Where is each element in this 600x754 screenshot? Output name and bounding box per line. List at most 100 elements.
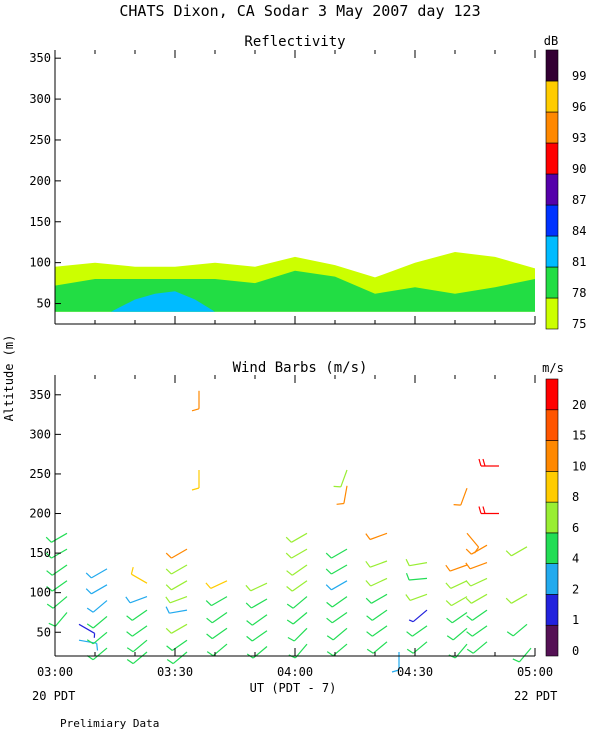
- wind-barb: [467, 642, 487, 654]
- wind-barb: [506, 594, 527, 603]
- wind-barb: [288, 628, 307, 641]
- reflectivity-y-tick-label: 250: [29, 133, 51, 147]
- wind-barb: [326, 581, 347, 590]
- wind-barb: [127, 640, 147, 652]
- wind-barb: [326, 549, 347, 558]
- reflectivity-colorbar-label: 90: [572, 162, 586, 176]
- wind-barb: [366, 578, 387, 586]
- wind-barb: [446, 581, 467, 589]
- wind-barb: [166, 624, 187, 633]
- wind-colorbar-label: 0: [572, 644, 579, 658]
- reflectivity-colorbar-swatch: [546, 298, 558, 329]
- wind-barb: [479, 459, 499, 466]
- wind-barb: [166, 597, 187, 603]
- wind-colorbar-label: 1: [572, 613, 579, 627]
- wind-colorbar-swatch: [546, 502, 558, 533]
- wind-barb: [167, 652, 187, 664]
- wind-barb: [287, 613, 307, 625]
- wind-barb: [467, 610, 487, 620]
- reflectivity-y-tick-label: 100: [29, 256, 51, 270]
- wind-y-tick-label: 250: [29, 467, 51, 481]
- wind-barb: [334, 470, 347, 487]
- wind-barb: [127, 610, 147, 620]
- wind-colorbar-label: 10: [572, 459, 586, 473]
- wind-colorbar-unit: m/s: [542, 361, 564, 375]
- figure-title: CHATS Dixon, CA Sodar 3 May 2007 day 123: [119, 2, 480, 20]
- wind-x-tick-label: 04:00: [277, 665, 313, 679]
- wind-barb: [327, 644, 347, 656]
- wind-barb: [247, 631, 267, 641]
- reflectivity-colorbar-swatch: [546, 81, 558, 112]
- wind-colorbar-swatch: [546, 594, 558, 625]
- reflectivity-colorbar-unit: dB: [544, 34, 558, 48]
- altitude-axis-label: Altitude (m): [2, 335, 16, 422]
- wind-barb: [446, 597, 467, 606]
- wind-barbs-title: Wind Barbs (m/s): [233, 360, 368, 376]
- wind-barb: [167, 640, 187, 650]
- wind-x-tick-label: 03:00: [37, 665, 73, 679]
- wind-barb: [406, 559, 427, 566]
- reflectivity-colorbar-label: 75: [572, 317, 586, 331]
- wind-colorbar-swatch: [546, 410, 558, 441]
- wind-colorbar-label: 8: [572, 490, 579, 504]
- reflectivity-colorbar-label: 84: [572, 224, 586, 238]
- wind-colorbar-swatch: [546, 471, 558, 502]
- wind-barb: [166, 549, 187, 558]
- wind-barb: [287, 565, 307, 575]
- wind-barb: [47, 565, 67, 575]
- wind-barb: [127, 626, 147, 636]
- wind-barb: [454, 488, 467, 505]
- wind-barb: [366, 594, 387, 603]
- wind-barb: [479, 507, 499, 514]
- wind-barb: [166, 607, 187, 614]
- wind-barb: [286, 533, 307, 542]
- wind-barb: [409, 610, 427, 622]
- wind-x-tick-label: 05:00: [517, 665, 553, 679]
- reflectivity-colorbar-label: 96: [572, 100, 586, 114]
- wind-barb: [467, 533, 479, 553]
- wind-barb: [287, 597, 307, 609]
- wind-barb: [327, 597, 347, 607]
- wind-barb: [131, 567, 147, 583]
- wind-barb: [127, 652, 147, 664]
- wind-colorbar-label: 2: [572, 582, 579, 596]
- wind-y-tick-label: 350: [29, 388, 51, 402]
- wind-barb: [407, 573, 428, 580]
- reflectivity-colorbar-swatch: [546, 236, 558, 267]
- wind-barb: [206, 581, 227, 589]
- reflectivity-colorbar-swatch: [546, 112, 558, 143]
- wind-y-tick-label: 300: [29, 427, 51, 441]
- wind-barb: [407, 642, 427, 654]
- wind-barb: [86, 585, 107, 594]
- reflectivity-colorbar-label: 99: [572, 69, 586, 83]
- reflectivity-colorbar-swatch: [546, 267, 558, 298]
- wind-barb: [367, 642, 387, 654]
- wind-barb: [337, 486, 347, 505]
- wind-barb: [513, 648, 531, 662]
- wind-barb: [447, 613, 467, 623]
- reflectivity-y-tick-label: 300: [29, 92, 51, 106]
- wind-barb: [207, 613, 227, 623]
- reflectivity-colorbar-label: 81: [572, 255, 586, 269]
- wind-barb: [46, 533, 67, 542]
- wind-barb: [406, 594, 427, 600]
- wind-barb: [87, 616, 107, 628]
- wind-barb: [286, 549, 307, 558]
- wind-barb: [327, 613, 347, 623]
- wind-barb: [507, 624, 527, 636]
- reflectivity-colorbar-swatch: [546, 143, 558, 174]
- wind-barb: [447, 628, 467, 640]
- reflectivity-y-tick-label: 150: [29, 215, 51, 229]
- reflectivity-areas: [55, 252, 535, 312]
- reflectivity-colorbar-label: 78: [572, 286, 586, 300]
- wind-y-tick-label: 200: [29, 507, 51, 521]
- wind-barb: [49, 613, 67, 627]
- date-left-label: 20 PDT: [32, 689, 75, 703]
- wind-colorbar-swatch: [546, 564, 558, 595]
- wind-barb: [86, 569, 107, 578]
- wind-colorbar-swatch: [546, 533, 558, 564]
